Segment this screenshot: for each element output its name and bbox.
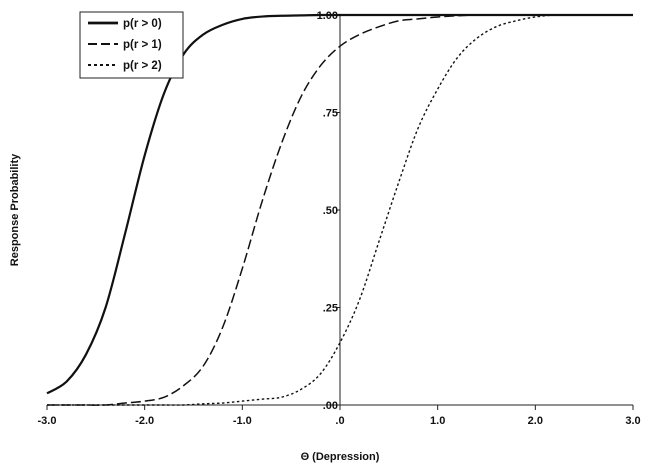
x-tick-label: -2.0 [135, 415, 154, 427]
series-lines [46, 13, 633, 406]
x-tick-label: 2.0 [528, 415, 543, 427]
y-tick-label: .00 [323, 400, 338, 412]
legend-label-1: p(r > 0) [123, 18, 162, 30]
tick-labels: -3.0 -2.0 -1.0 .0 1.0 2.0 3.0 .00 .25 .50 .75 1.00 [38, 10, 641, 427]
legend-label-2: p(r > 1) [123, 39, 162, 51]
y-tick-label: 1.00 [317, 10, 338, 22]
y-axis-title: Response Probability [9, 153, 21, 266]
y-tick-label: .50 [323, 205, 338, 217]
x-tick-label: -3.0 [38, 415, 57, 427]
legend: p(r > 0) p(r > 1) p(r > 2) [79, 11, 184, 79]
x-tick-label: 1.0 [430, 415, 445, 427]
x-tick-label: .0 [335, 415, 344, 427]
legend-label-3: p(r > 2) [123, 60, 162, 72]
series-line-2 [47, 14, 633, 406]
y-tick-label: .75 [323, 108, 338, 120]
x-axis-title: Θ (Depression) [301, 451, 380, 463]
x-tick-label: -1.0 [233, 415, 252, 427]
x-tick-label: 3.0 [625, 415, 640, 427]
y-tick-label: .25 [323, 303, 338, 315]
